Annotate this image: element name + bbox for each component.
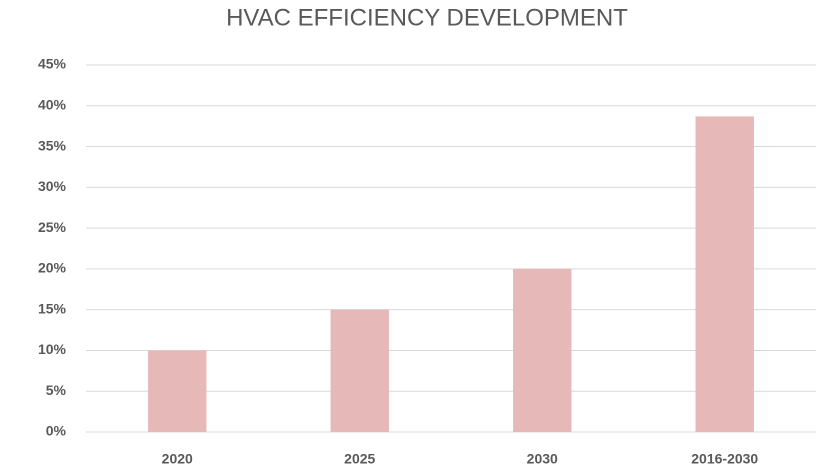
y-tick-label: 15% bbox=[38, 300, 67, 316]
bar bbox=[513, 268, 572, 432]
y-tick-label: 20% bbox=[38, 260, 67, 276]
bar bbox=[148, 350, 207, 432]
x-tick-label: 2020 bbox=[162, 451, 193, 467]
y-tick-label: 30% bbox=[38, 178, 67, 194]
x-tick-label: 2016-2030 bbox=[691, 451, 758, 467]
bar bbox=[330, 309, 389, 432]
y-tick-label: 0% bbox=[46, 423, 67, 439]
y-tick-label: 45% bbox=[38, 56, 67, 72]
y-tick-label: 40% bbox=[38, 96, 67, 112]
bar bbox=[695, 116, 754, 432]
y-tick-label: 5% bbox=[46, 382, 67, 398]
y-tick-label: 35% bbox=[38, 137, 67, 153]
y-tick-label: 10% bbox=[38, 341, 67, 357]
x-tick-label: 2025 bbox=[344, 451, 375, 467]
y-tick-label: 25% bbox=[38, 219, 67, 235]
chart-title: HVAC EFFICIENCY DEVELOPMENT bbox=[226, 4, 628, 31]
x-tick-label: 2030 bbox=[527, 451, 558, 467]
